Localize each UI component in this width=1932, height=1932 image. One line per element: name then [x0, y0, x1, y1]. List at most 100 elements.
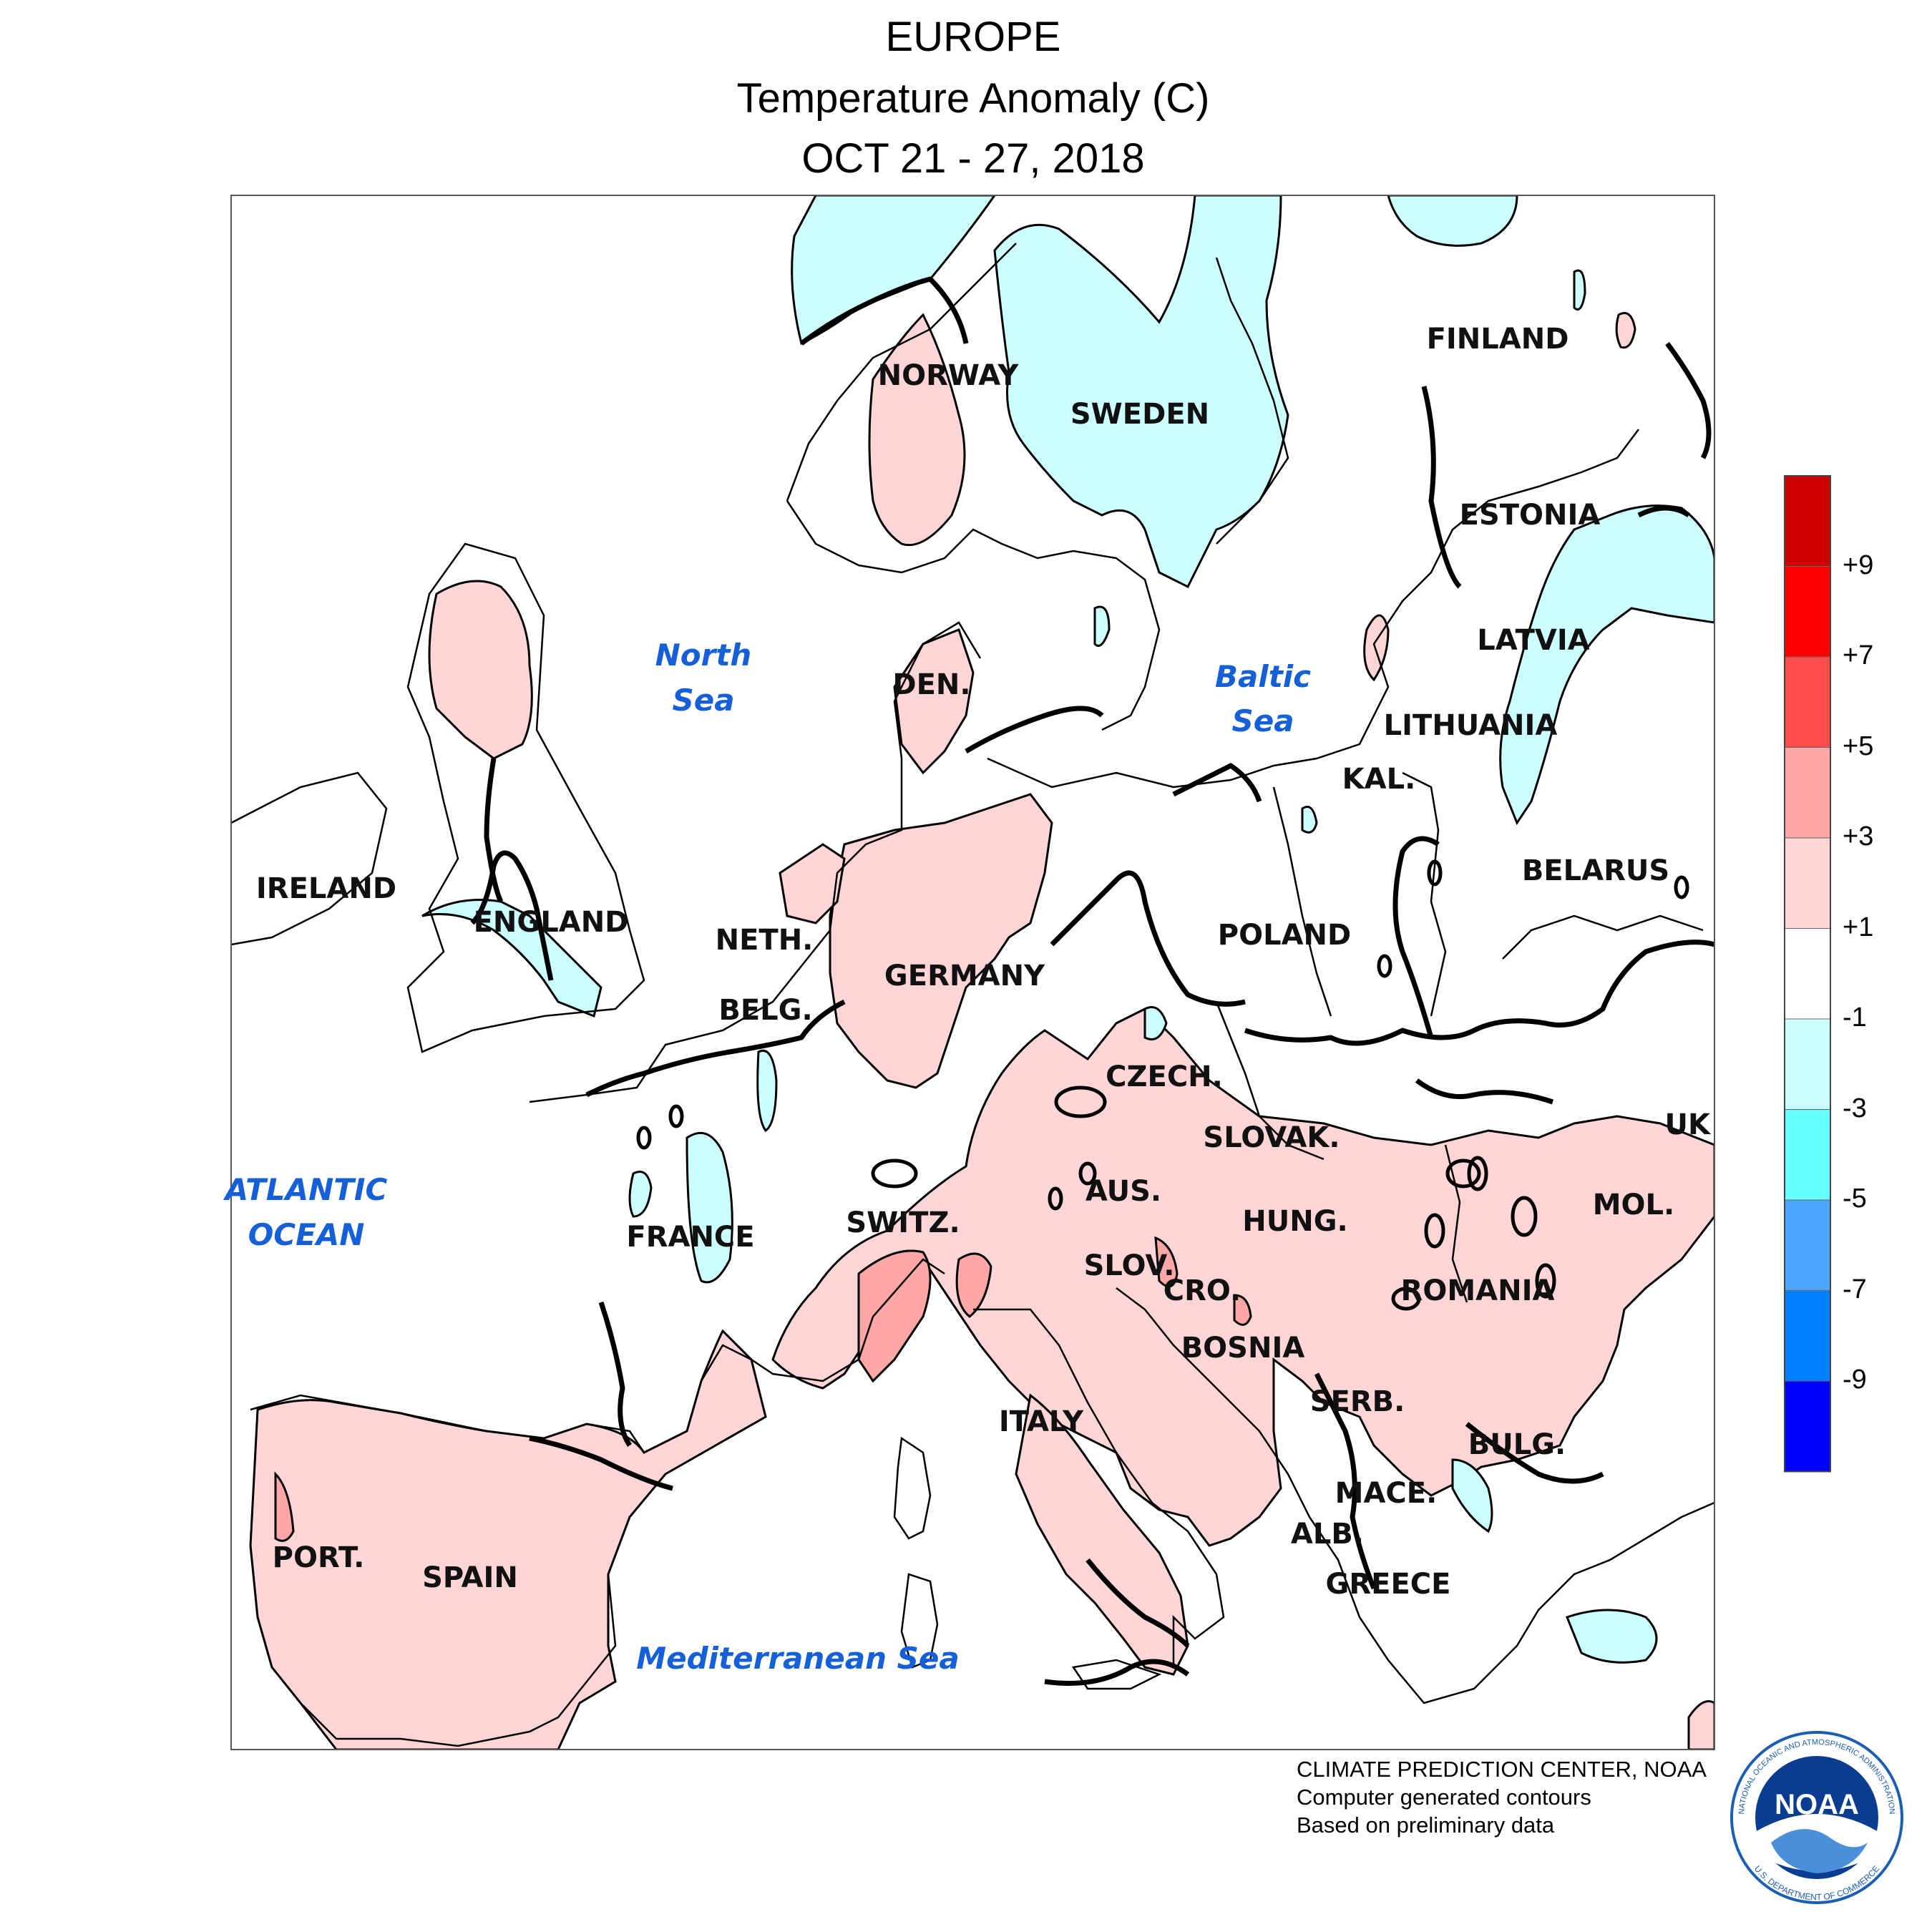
bosnia-warm-patch — [1233, 1294, 1252, 1326]
latvia-warm-region — [1363, 614, 1390, 682]
legend-swatch — [1784, 1199, 1831, 1291]
noaa-logo-text: NOAA — [1775, 1789, 1859, 1820]
strong-warm-patches — [274, 1236, 1252, 1542]
legend-swatch — [1784, 475, 1831, 567]
label-uk: UK — [1665, 1108, 1712, 1141]
legend-frame — [1784, 475, 1831, 1473]
legend-label: +9 — [1843, 550, 1874, 580]
label-estonia: ESTONIA — [1460, 499, 1601, 532]
legend-label: -9 — [1843, 1365, 1867, 1395]
noaa-logo: NOAA NATIONAL OCEANIC AND ATMOSPHERIC AD… — [1730, 1731, 1903, 1904]
legend-swatch — [1784, 1380, 1831, 1472]
germany-warm-region — [829, 793, 1053, 1089]
legend-label: -7 — [1843, 1274, 1867, 1304]
label-italy: ITALY — [999, 1405, 1084, 1438]
legend-label: -5 — [1843, 1184, 1867, 1214]
legend-swatch — [1784, 1290, 1831, 1382]
label-north-sea-2: Sea — [672, 683, 734, 718]
legend-swatch — [1784, 566, 1831, 658]
finland-cool-patch — [1573, 269, 1586, 311]
label-aus: AUS. — [1085, 1175, 1161, 1208]
map-period: OCT 21 - 27, 2018 — [801, 135, 1145, 182]
country-labels: NORWAY SWEDEN FINLAND ESTONIA LATVIA LIT… — [256, 323, 1712, 1601]
label-atlantic-2: OCEAN — [248, 1217, 365, 1252]
label-mol: MOL. — [1593, 1189, 1675, 1221]
legend-swatch — [1784, 837, 1831, 929]
label-mace: MACE. — [1335, 1477, 1438, 1510]
legend-label: +5 — [1843, 731, 1874, 761]
baltic-cool-region — [1499, 504, 1714, 826]
label-kal: KAL. — [1342, 763, 1416, 796]
legend-swatch — [1784, 1018, 1831, 1110]
france-cool-patch — [756, 1050, 778, 1133]
poland-cool-patch — [1143, 1006, 1168, 1040]
map-subtitle: Temperature Anomaly (C) — [736, 75, 1210, 122]
credit-line-3: Based on preliminary data — [1297, 1813, 1555, 1838]
denmark-warm-region — [893, 628, 975, 775]
label-alb: ALB. — [1291, 1518, 1364, 1551]
label-ireland: IRELAND — [256, 872, 396, 905]
label-slovak: SLOVAK. — [1203, 1121, 1340, 1154]
sweden-south-cool-patch — [1093, 605, 1111, 647]
legend-label: +3 — [1843, 821, 1874, 852]
label-greece: GREECE — [1326, 1568, 1451, 1601]
label-spain: SPAIN — [422, 1561, 518, 1594]
scotland-warm-region — [428, 580, 533, 760]
central-europe-warm-region — [771, 1008, 1714, 1547]
label-belarus: BELARUS — [1522, 854, 1669, 887]
alps-warm-patch — [857, 1249, 932, 1383]
label-mediterranean: Mediterranean Sea — [636, 1641, 959, 1676]
label-cro: CRO. — [1163, 1274, 1241, 1307]
sea-labels: North Sea Baltic Sea ATLANTIC OCEAN Medi… — [223, 638, 1311, 1676]
label-finland: FINLAND — [1427, 323, 1569, 356]
label-atlantic-1: ATLANTIC — [223, 1172, 388, 1207]
label-hung: HUNG. — [1242, 1205, 1347, 1238]
label-bosnia: BOSNIA — [1181, 1332, 1305, 1365]
legend-label: -1 — [1843, 1002, 1867, 1033]
france-west-cool-patch — [628, 1171, 653, 1218]
label-serb: SERB. — [1310, 1385, 1405, 1418]
map-frame — [230, 195, 1715, 1750]
legend-label: +1 — [1843, 912, 1874, 942]
warm-anomaly-regions — [249, 312, 1714, 1750]
lithuania-cool-patch — [1301, 806, 1318, 834]
label-germany: GERMANY — [884, 960, 1045, 992]
england-cool-region — [421, 899, 602, 1018]
aegean-warm-patch — [1687, 1700, 1714, 1750]
legend-swatch — [1784, 656, 1831, 748]
contour-rings — [636, 859, 1689, 1311]
legend-label: +7 — [1843, 640, 1874, 670]
legend-swatch — [1784, 1109, 1831, 1201]
label-england: ENGLAND — [474, 906, 629, 939]
cool-anomaly-regions — [421, 195, 1714, 1664]
label-poland: POLAND — [1218, 919, 1351, 952]
label-den: DEN. — [892, 668, 970, 701]
norway-warm-region — [868, 313, 966, 547]
label-port: PORT. — [273, 1541, 365, 1574]
label-latvia: LATVIA — [1477, 624, 1589, 657]
finland-cool-region — [1387, 195, 1518, 247]
anomaly-fields — [231, 195, 1714, 1750]
portugal-warm-patch — [274, 1471, 295, 1542]
label-slov: SLOV. — [1084, 1249, 1175, 1282]
legend-swatch — [1784, 928, 1831, 1020]
color-legend — [1784, 475, 1831, 1473]
label-czech: CZECH. — [1106, 1060, 1223, 1093]
sweden-cool-region — [993, 195, 1289, 589]
italy-warm-region — [1015, 1393, 1189, 1676]
credit-line-1: CLIMATE PREDICTION CENTER, NOAA — [1297, 1757, 1707, 1782]
label-baltic-sea-1: Baltic — [1215, 659, 1311, 694]
map-title: EUROPE — [885, 14, 1061, 60]
zero-contours — [470, 276, 1714, 1686]
label-north-sea-1: North — [655, 638, 752, 673]
label-romania: ROMANIA — [1401, 1274, 1555, 1307]
label-baltic-sea-2: Sea — [1231, 703, 1294, 738]
neth-warm-region — [779, 843, 846, 924]
legend-label: -3 — [1843, 1093, 1867, 1123]
label-neth: NETH. — [716, 924, 814, 957]
label-france: FRANCE — [626, 1221, 754, 1254]
iberia-warm-region — [249, 1329, 767, 1750]
legend-swatch — [1784, 747, 1831, 839]
croatia-warm-patch — [1154, 1236, 1179, 1288]
